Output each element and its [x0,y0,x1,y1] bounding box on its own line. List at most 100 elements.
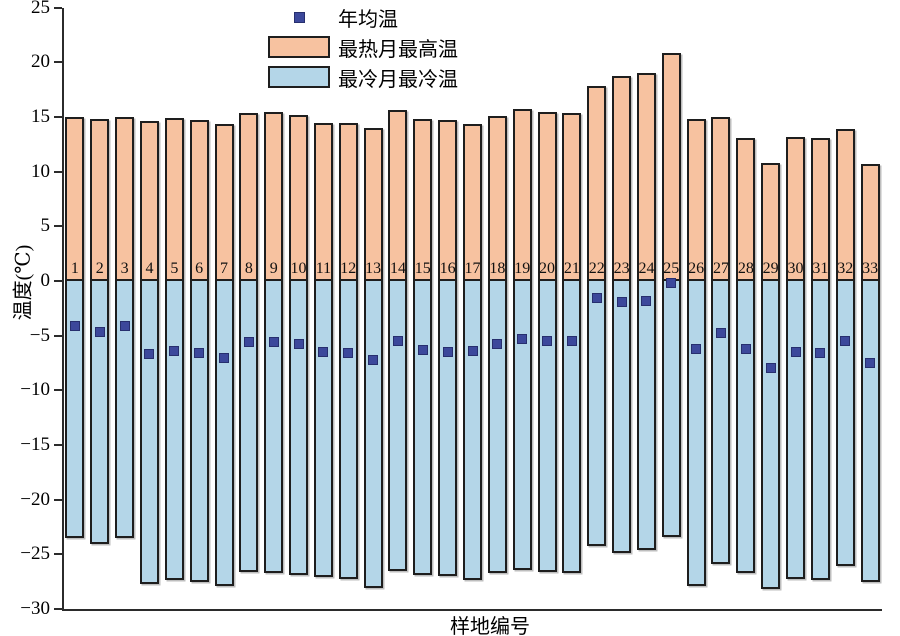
bar-hottest-month [313,122,333,281]
y-tick-label: 20 [31,51,50,73]
bar-label: 22 [588,260,605,277]
bar-label: 18 [489,260,506,277]
bar-hottest-month [562,112,582,281]
y-tick-mark [54,170,62,173]
y-tick-label: 10 [31,160,50,182]
bar-label: 1 [70,260,79,277]
bar-coldest-month [438,281,458,577]
bar-coldest-month [164,281,184,581]
legend-label-coldest-month: 最冷月最冷温 [338,68,458,91]
bar-label: 16 [439,260,456,277]
y-tick-label: −10 [20,379,50,401]
y-tick-mark [54,389,62,392]
bar-label: 26 [688,260,705,277]
y-tick-mark [54,553,62,556]
bar-label: 19 [514,260,531,277]
mean-temp-marker [790,347,801,358]
bar-hottest-month [189,120,209,281]
bar-label: 29 [762,260,779,277]
bar-hottest-month [388,110,408,281]
y-tick-label: 5 [40,215,51,237]
bar-coldest-month [115,281,135,538]
y-tick-mark [54,607,62,610]
mean-temp-marker [442,347,453,358]
legend-label-annual-mean: 年均温 [338,8,398,31]
mean-temp-marker [715,328,726,339]
mean-temp-marker [119,320,130,331]
mean-temp-marker [591,293,602,304]
y-tick-label: 25 [31,0,50,18]
mean-temp-marker [666,278,677,289]
bar-label: 11 [315,260,332,277]
bar-coldest-month [65,281,85,538]
y-tick-mark [54,498,62,501]
bar-label: 24 [638,260,655,277]
bar-label: 28 [737,260,754,277]
bar-coldest-month [612,281,632,554]
bar-hottest-month [612,75,632,281]
bar-hottest-month [761,162,781,281]
bar-coldest-month [413,281,433,576]
bar-coldest-month [736,281,756,573]
y-tick-label: −15 [20,433,50,455]
bar-coldest-month [512,281,532,570]
bar-coldest-month [189,281,209,582]
y-tick-label: −25 [20,543,50,565]
bar-coldest-month [537,281,557,572]
bar-label: 10 [290,260,307,277]
bar-hottest-month [214,123,234,281]
bar-label: 15 [414,260,431,277]
bar-coldest-month [264,281,284,573]
bar-label: 33 [862,260,879,277]
bar-hottest-month [90,119,110,281]
bar-label: 14 [389,260,406,277]
bar-label: 9 [269,260,278,277]
mean-temp-marker [815,348,826,359]
bar-coldest-month [90,281,110,545]
mean-temp-marker [517,333,528,344]
bar-coldest-month [711,281,731,565]
legend-item-hottest-month: 最热月最高温 [268,32,458,62]
bar-coldest-month [139,281,159,584]
mean-temp-marker [318,347,329,358]
bar-hottest-month [65,117,85,281]
bar-hottest-month [413,119,433,281]
mean-temp-marker [293,339,304,350]
legend-item-coldest-month: 最冷月最冷温 [268,62,458,92]
bar-hottest-month [587,86,607,281]
y-tick-mark [54,61,62,64]
bar-hottest-month [363,127,383,281]
bar-coldest-month [388,281,408,571]
legend: 年均温 最热月最高温 最冷月最冷温 [268,2,458,92]
bar-hottest-month [338,122,358,281]
bar-coldest-month [338,281,358,580]
bar-hottest-month [438,120,458,281]
bar-coldest-month [835,281,855,567]
bar-label: 12 [340,260,357,277]
bar-label: 7 [220,260,228,277]
bar-coldest-month [686,281,706,586]
mean-temp-marker [194,348,205,359]
bar-coldest-month [463,281,482,581]
y-tick-label: 0 [40,270,51,291]
bar-hottest-month [636,73,656,281]
mean-temp-marker [94,327,105,338]
bar-label: 3 [120,260,129,277]
legend-item-annual-mean: 年均温 [268,2,458,32]
bar-label: 20 [539,260,556,277]
y-tick-mark [54,116,62,119]
bar-hottest-month [835,129,855,281]
bar-hottest-month [786,136,806,281]
mean-temp-marker [840,336,851,347]
y-tick-label: −30 [20,597,50,619]
bar-label: 5 [170,260,179,277]
bar-coldest-month [313,281,333,578]
bar-label: 21 [563,260,580,277]
bar-coldest-month [587,281,607,546]
bar-coldest-month [661,281,681,537]
y-tick-mark [54,6,62,9]
bar-label: 13 [365,260,382,277]
bar-label: 30 [787,260,804,277]
coldest-month-swatch [268,66,330,88]
bar-coldest-month [214,281,234,586]
